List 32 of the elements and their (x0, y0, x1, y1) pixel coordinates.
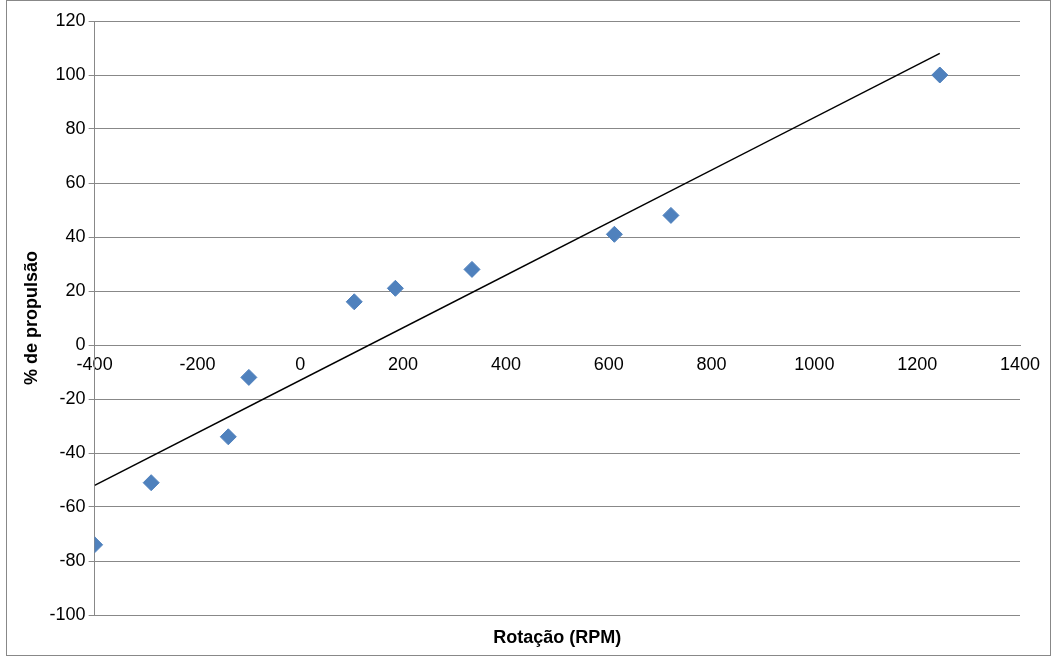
point (386, 279, 404, 297)
y-tick-label: 80 (65, 117, 86, 138)
x-tick-label: -200 (179, 353, 216, 374)
y-tick-label: 20 (65, 279, 86, 300)
y-tick-label: -40 (59, 441, 86, 462)
y-tick-label: -60 (59, 495, 86, 516)
x-tick-label: 600 (593, 353, 624, 374)
point (662, 206, 680, 224)
y-axis-title: % de propulsão (20, 250, 41, 386)
point (240, 368, 258, 386)
y-tick-label: -80 (59, 549, 86, 570)
y-tick-label: 0 (75, 333, 86, 354)
y-tick-label: 40 (65, 225, 86, 246)
point (219, 428, 237, 446)
x-tick-label: 1200 (897, 353, 938, 374)
y-tick-label: 100 (55, 63, 86, 84)
x-tick-label: 1000 (794, 353, 835, 374)
y-tick-label: 120 (55, 9, 86, 30)
point (345, 293, 363, 311)
y-tick-label: 60 (65, 171, 86, 192)
point (605, 225, 623, 243)
x-axis-title: Rotação (RPM) (493, 626, 622, 647)
x-tick-label: 1400 (999, 353, 1041, 374)
y-tick-label: -100 (49, 603, 86, 624)
y-tick-label: -20 (59, 387, 86, 408)
x-tick-label: 200 (388, 353, 419, 374)
x-tick-label: 0 (295, 353, 306, 374)
x-tick-label: 400 (490, 353, 521, 374)
point (142, 474, 160, 492)
x-tick-label: 800 (696, 353, 727, 374)
point (463, 260, 481, 278)
point (931, 66, 949, 84)
